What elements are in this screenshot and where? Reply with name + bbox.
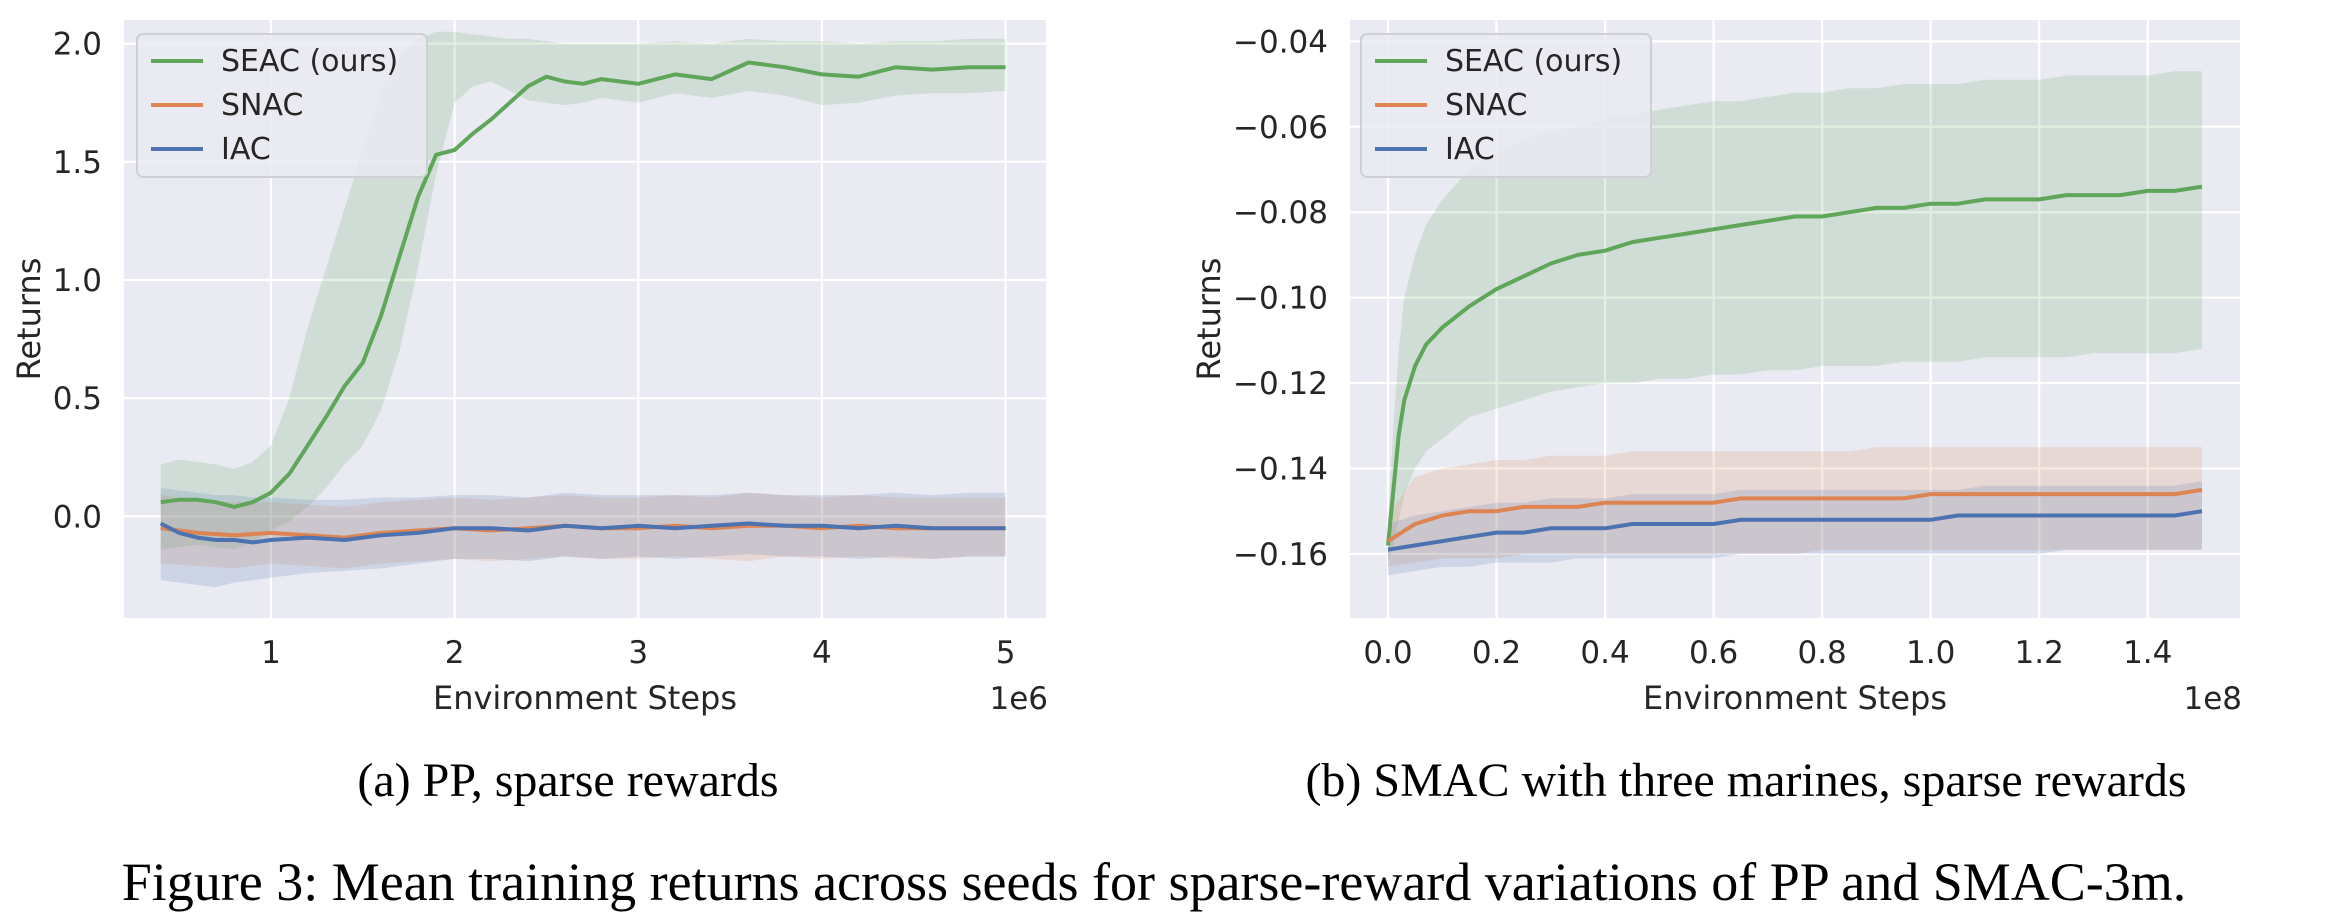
panel-b-y-tick-label: −0.16 [1233,537,1328,573]
panel-a-y-tick-label: 1.5 [53,145,102,181]
panel-a-x-tick-label: 4 [812,635,832,671]
panel-b-line-seac-ours [1386,184,2203,546]
panel-b-x-offset-label: 1e8 [2183,681,2242,717]
panel-b-band-snac [1388,447,2202,567]
figure-caption: Figure 3: Mean training returns across s… [122,852,2187,912]
panel-b-x-tick-label: 0.8 [1797,635,1846,671]
panel-a-y-tick-label: 2.0 [53,27,102,63]
panel-a-legend-label-snac: SNAC [221,88,303,123]
panel-a-y-tick-label: 1.0 [53,263,102,299]
panel-b-y-tick-label: −0.08 [1233,195,1328,231]
panel-b-y-tick-label: −0.10 [1233,281,1328,317]
panel-a-band-snac [160,492,1006,569]
panel-a-x-tick-label: 2 [445,635,465,671]
panel-b-band-seac-ours [1388,71,2202,563]
panel-a-y-tick-label: 0.5 [53,381,102,417]
panel-b-x-tick-label: 0.4 [1580,635,1629,671]
panel-b-x-axis-label: Environment Steps [1643,679,1947,717]
panel-b-x-tick-label: 0.6 [1689,635,1738,671]
panel-b-x-tick-label: 0.0 [1363,635,1412,671]
panel-b-line-iac [1387,509,2203,552]
panel-b-y-axis-label: Returns [1190,258,1228,381]
panel-a-x-offset-label: 1e6 [989,681,1048,717]
panel-a-legend: SEAC (ours) SNAC IAC [136,33,428,178]
panel-b-legend: SEAC (ours) SNAC IAC [1360,33,1652,178]
panel-a-band-iac [160,488,1006,588]
panel-b-y-tick-label: −0.14 [1233,452,1328,488]
panel-a-caption: (a) PP, sparse rewards [357,754,778,807]
panel-a-y-tick-label: 0.0 [53,499,102,535]
panel-b-x-tick-label: 1.0 [1906,635,1955,671]
panel-a-x-tick-label: 1 [261,635,281,671]
panel-b-y-tick-label: −0.12 [1233,366,1328,402]
panel-b: 0.0 0.2 0.4 0.6 0.8 1.0 1.2 1.4 −0.16 −0.14 −0.12 −… [1190,20,2242,717]
panel-b-caption: (b) SMAC with three marines, sparse rewa… [1305,754,2186,807]
panel-a-x-tick-label: 3 [628,635,648,671]
panel-b-y-tick-label: −0.04 [1233,24,1328,60]
panel-a-x-tick-label: 5 [996,635,1016,671]
panel-a-line-iac [159,521,1006,545]
panel-b-x-tick-label: 0.2 [1472,635,1521,671]
panel-a-legend-label-iac: IAC [221,132,271,167]
panel-a-y-axis-label: Returns [10,258,48,381]
panel-a-legend-label-seac-ours: SEAC (ours) [221,44,398,79]
panel-b-x-tick-label: 1.4 [2123,635,2172,671]
panel-a-line-seac-ours [160,60,1006,509]
panel-a-x-axis-label: Environment Steps [433,679,737,717]
panel-b-y-tick-label: −0.06 [1233,110,1328,146]
panel-b-x-tick-label: 1.2 [2015,635,2064,671]
panel-a: 1 2 3 4 5 0.0 0.5 1.0 1.5 2.0 Environment Steps Ret… [10,20,1048,717]
panel-a-legend-box [136,33,428,178]
panel-b-legend-label-iac: IAC [1445,132,1495,167]
panel-b-legend-label-seac-ours: SEAC (ours) [1445,44,1622,79]
panel-b-legend-label-snac: SNAC [1445,88,1527,123]
panel-b-line-snac [1386,487,2203,543]
panel-b-legend-box [1360,33,1652,178]
